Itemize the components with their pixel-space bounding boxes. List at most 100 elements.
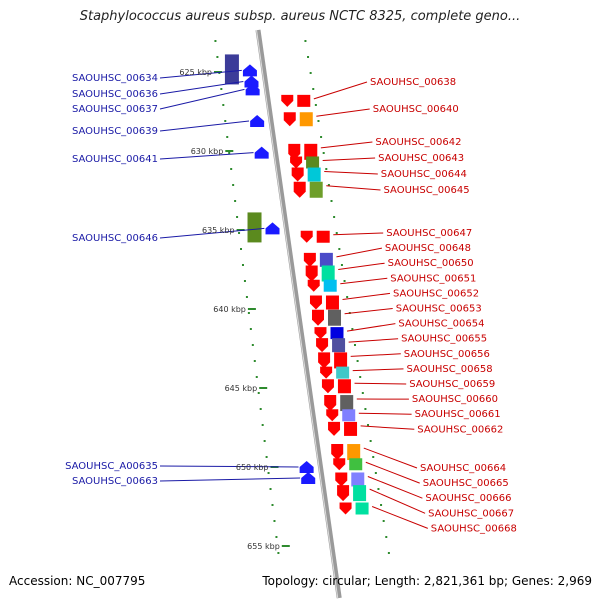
gene-label-right[interactable]: SAOUHSC_00655: [401, 334, 487, 345]
gene-arrow-right[interactable]: [331, 444, 344, 461]
gene-arrow-right[interactable]: [316, 338, 329, 353]
tick-dot: [322, 152, 325, 154]
gene-arrow-left[interactable]: [265, 222, 280, 235]
gene-domain-box: [328, 309, 342, 326]
leader-line-left: [159, 80, 244, 95]
gene-label-right[interactable]: SAOUHSC_00650: [388, 258, 474, 269]
gene-label-right[interactable]: SAOUHSC_00638: [370, 77, 456, 88]
gene-label-right[interactable]: SAOUHSC_00654: [398, 319, 484, 330]
leader-line-right: [367, 476, 423, 499]
tick-dot: [251, 344, 254, 346]
tick-dot: [346, 296, 349, 298]
gene-label-right[interactable]: SAOUHSC_00648: [385, 243, 471, 254]
tick-dot: [220, 88, 223, 90]
gene-label-right[interactable]: SAOUHSC_00662: [417, 424, 503, 435]
leader-line-right: [333, 232, 384, 236]
tick-dot: [238, 232, 241, 234]
gene-arrow-left[interactable]: [250, 114, 265, 127]
gene-arrow-left[interactable]: [242, 64, 257, 77]
gene-domain-box: [336, 366, 350, 379]
gene-label-right[interactable]: SAOUHSC_00664: [420, 463, 506, 474]
gene-arrow-right[interactable]: [283, 112, 296, 127]
gene-domain-box: [325, 295, 339, 310]
gene-arrow-left[interactable]: [245, 83, 260, 96]
gene-arrow-right[interactable]: [321, 379, 334, 394]
leader-line-right: [326, 185, 381, 191]
gene-label-left[interactable]: SAOUHSC_00637: [72, 104, 158, 115]
tick-dot: [228, 152, 231, 154]
gene-arrow-right[interactable]: [290, 156, 303, 169]
gene-label-right[interactable]: SAOUHSC_00647: [386, 228, 472, 239]
leader-line-right: [363, 447, 418, 469]
gene-arrow-left[interactable]: [244, 75, 259, 88]
gene-features: [224, 54, 369, 515]
gene-arrow-right[interactable]: [307, 279, 320, 292]
gene-label-right[interactable]: SAOUHSC_00644: [381, 169, 467, 180]
gene-label-right[interactable]: SAOUHSC_00667: [428, 508, 514, 519]
leader-line-left: [159, 120, 250, 132]
leader-line-right: [313, 81, 368, 100]
gene-arrow-right[interactable]: [333, 458, 346, 471]
gene-arrow-left[interactable]: [301, 472, 316, 485]
gene-label-left[interactable]: SAOUHSC_00646: [72, 233, 158, 244]
gene-arrow-right[interactable]: [288, 143, 301, 160]
gene-label-right[interactable]: SAOUHSC_00659: [409, 379, 495, 390]
gene-label-right[interactable]: SAOUHSC_00652: [393, 288, 479, 299]
gene-label-right[interactable]: SAOUHSC_00653: [396, 304, 482, 315]
gene-arrow-right[interactable]: [314, 327, 327, 340]
gene-arrow-right[interactable]: [291, 167, 304, 182]
gene-arrow-left[interactable]: [254, 146, 269, 159]
gene-arrow-right[interactable]: [312, 309, 325, 326]
gene-arrow-right[interactable]: [328, 421, 341, 436]
gene-label-right[interactable]: SAOUHSC_00656: [404, 349, 490, 360]
gene-label-right[interactable]: SAOUHSC_00661: [415, 409, 501, 420]
gene-arrow-right[interactable]: [293, 181, 306, 198]
gene-labels[interactable]: 625 kbp 630 kbp 635 kbp 640 kbp 645 kbp 650 k…: [65, 68, 517, 551]
gene-arrow-right[interactable]: [335, 472, 348, 487]
gene-arrow-right[interactable]: [305, 265, 318, 282]
gene-arrow-left[interactable]: [299, 461, 314, 473]
tick-dot: [309, 72, 312, 74]
gene-label-right[interactable]: SAOUHSC_00640: [373, 104, 459, 115]
gene-domain-box: [323, 279, 337, 292]
gene-domain-box: [340, 395, 354, 412]
gene-label-right[interactable]: SAOUHSC_00668: [431, 523, 517, 534]
gene-label-left[interactable]: SAOUHSC_00639: [72, 126, 158, 137]
gene-arrow-right[interactable]: [300, 230, 313, 243]
tick-dot: [236, 216, 239, 218]
leader-line-left: [159, 69, 242, 79]
tick-dot: [372, 456, 375, 458]
gene-label-right[interactable]: SAOUHSC_00665: [423, 478, 509, 489]
gene-arrow-right[interactable]: [281, 94, 294, 107]
gene-label-left[interactable]: SAOUHSC_00663: [72, 476, 158, 487]
tick-dot: [263, 440, 266, 442]
gene-label-right[interactable]: SAOUHSC_00658: [407, 364, 493, 375]
tick-dot: [241, 264, 244, 266]
gene-arrow-right[interactable]: [337, 485, 350, 502]
tick-dot: [234, 200, 237, 202]
gene-arrow-right[interactable]: [303, 252, 316, 267]
tick-dot: [317, 120, 320, 122]
gene-label-right[interactable]: SAOUHSC_00642: [375, 137, 461, 148]
leader-line-left: [159, 88, 245, 110]
gene-label-left[interactable]: SAOUHSC_00636: [72, 89, 158, 100]
gene-label-left[interactable]: SAOUHSC_A00635: [65, 461, 158, 472]
gene-label-left[interactable]: SAOUHSC_00641: [72, 154, 158, 165]
tick-dot: [387, 552, 390, 554]
gene-label-right[interactable]: SAOUHSC_00645: [384, 185, 470, 196]
gene-label-right[interactable]: SAOUHSC_00660: [412, 394, 498, 405]
gene-arrow-right[interactable]: [339, 502, 352, 515]
gene-arrow-right[interactable]: [309, 295, 322, 310]
gene-arrow-right[interactable]: [324, 395, 337, 412]
tick-dot: [226, 136, 229, 138]
gene-label-right[interactable]: SAOUHSC_00643: [378, 153, 464, 164]
gene-domain-box: [297, 94, 311, 107]
gene-label-left[interactable]: SAOUHSC_00634: [72, 73, 158, 84]
gene-arrow-right[interactable]: [318, 352, 331, 369]
gene-label-right[interactable]: SAOUHSC_00666: [425, 493, 511, 504]
gene-arrow-right[interactable]: [320, 366, 333, 379]
gene-label-right[interactable]: SAOUHSC_00651: [390, 273, 476, 284]
gene-arrow-right[interactable]: [326, 409, 339, 422]
tick-dot: [243, 280, 246, 282]
